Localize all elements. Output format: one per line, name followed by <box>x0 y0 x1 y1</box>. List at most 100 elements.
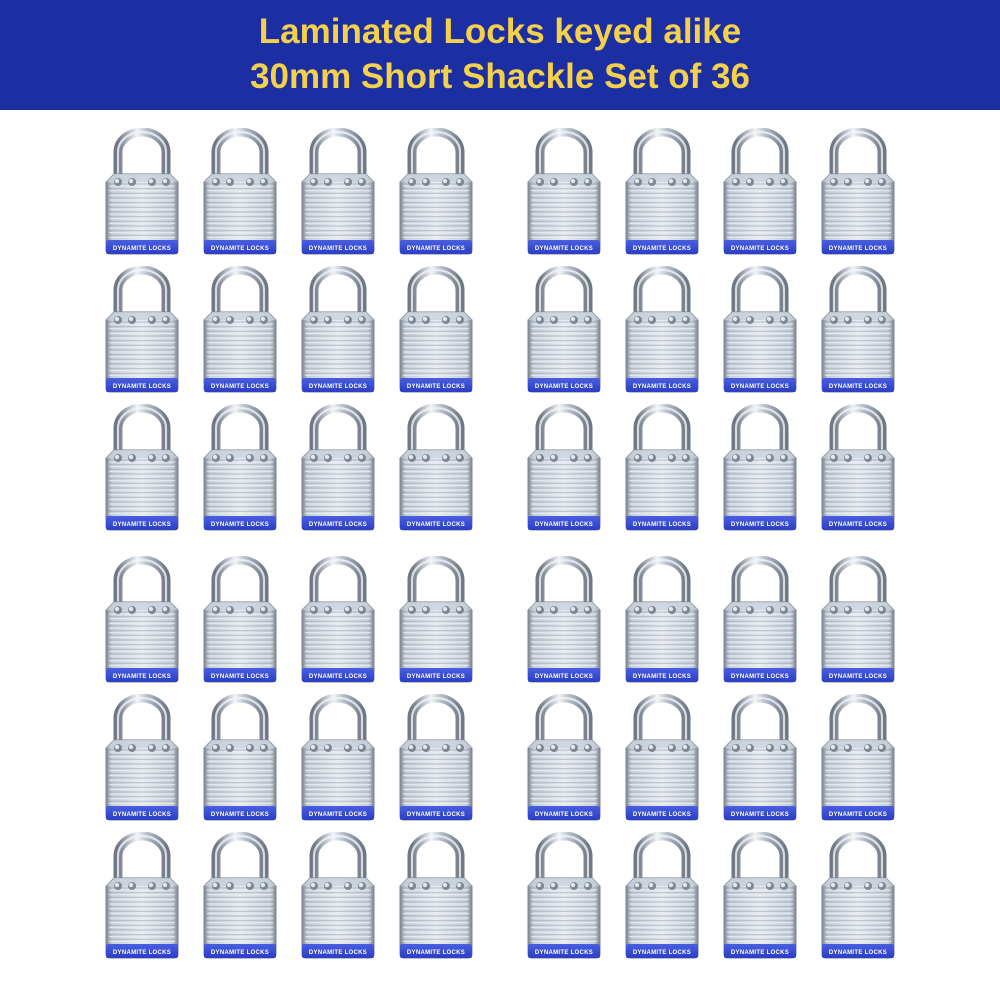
padlock-icon: DYNAMITE LOCKS <box>296 266 380 394</box>
svg-text:DYNAMITE LOCKS: DYNAMITE LOCKS <box>633 384 691 390</box>
padlock-icon: DYNAMITE LOCKS <box>718 832 802 960</box>
svg-text:DYNAMITE LOCKS: DYNAMITE LOCKS <box>309 674 367 680</box>
padlock-icon: DYNAMITE LOCKS <box>816 694 900 822</box>
padlock-icon: DYNAMITE LOCKS <box>296 128 380 256</box>
padlock-icon: DYNAMITE LOCKS <box>296 556 380 684</box>
svg-text:DYNAMITE LOCKS: DYNAMITE LOCKS <box>633 674 691 680</box>
svg-text:DYNAMITE LOCKS: DYNAMITE LOCKS <box>535 812 593 818</box>
svg-text:DYNAMITE LOCKS: DYNAMITE LOCKS <box>309 812 367 818</box>
padlock-icon: DYNAMITE LOCKS <box>522 128 606 256</box>
svg-text:DYNAMITE LOCKS: DYNAMITE LOCKS <box>309 384 367 390</box>
svg-text:DYNAMITE LOCKS: DYNAMITE LOCKS <box>113 246 171 252</box>
svg-text:DYNAMITE LOCKS: DYNAMITE LOCKS <box>731 950 789 956</box>
padlock-icon: DYNAMITE LOCKS <box>816 832 900 960</box>
padlock-icon: DYNAMITE LOCKS <box>620 128 704 256</box>
padlock-icon: DYNAMITE LOCKS <box>620 404 704 532</box>
svg-text:DYNAMITE LOCKS: DYNAMITE LOCKS <box>211 812 269 818</box>
lock-row: DYNAMITE LOCKS <box>100 832 900 960</box>
padlock-icon: DYNAMITE LOCKS <box>100 128 184 256</box>
padlock-icon: DYNAMITE LOCKS <box>522 266 606 394</box>
svg-text:DYNAMITE LOCKS: DYNAMITE LOCKS <box>829 246 887 252</box>
padlock-icon: DYNAMITE LOCKS <box>394 694 478 822</box>
padlock-icon: DYNAMITE LOCKS <box>522 832 606 960</box>
padlock-icon: DYNAMITE LOCKS <box>620 832 704 960</box>
padlock-icon: DYNAMITE LOCKS <box>100 694 184 822</box>
svg-text:DYNAMITE LOCKS: DYNAMITE LOCKS <box>633 812 691 818</box>
padlock-icon: DYNAMITE LOCKS <box>394 556 478 684</box>
title-banner: Laminated Locks keyed alike 30mm Short S… <box>0 0 1000 110</box>
svg-text:DYNAMITE LOCKS: DYNAMITE LOCKS <box>309 522 367 528</box>
padlock-icon: DYNAMITE LOCKS <box>100 404 184 532</box>
svg-text:DYNAMITE LOCKS: DYNAMITE LOCKS <box>211 674 269 680</box>
svg-text:DYNAMITE LOCKS: DYNAMITE LOCKS <box>535 674 593 680</box>
padlock-icon: DYNAMITE LOCKS <box>198 694 282 822</box>
title-line-2: 30mm Short Shackle Set of 36 <box>250 55 750 100</box>
lock-grid: DYNAMITE LOCKS <box>0 110 1000 960</box>
svg-text:DYNAMITE LOCKS: DYNAMITE LOCKS <box>731 246 789 252</box>
padlock-icon: DYNAMITE LOCKS <box>718 404 802 532</box>
lock-group: DYNAMITE LOCKS <box>100 556 900 960</box>
padlock-icon: DYNAMITE LOCKS <box>394 832 478 960</box>
padlock-icon: DYNAMITE LOCKS <box>522 404 606 532</box>
lock-row: DYNAMITE LOCKS <box>100 128 900 256</box>
padlock-icon: DYNAMITE LOCKS <box>620 556 704 684</box>
lock-group: DYNAMITE LOCKS <box>100 128 900 532</box>
svg-text:DYNAMITE LOCKS: DYNAMITE LOCKS <box>731 384 789 390</box>
svg-text:DYNAMITE LOCKS: DYNAMITE LOCKS <box>535 384 593 390</box>
svg-text:DYNAMITE LOCKS: DYNAMITE LOCKS <box>829 384 887 390</box>
padlock-icon: DYNAMITE LOCKS <box>522 694 606 822</box>
svg-text:DYNAMITE LOCKS: DYNAMITE LOCKS <box>407 812 465 818</box>
padlock-icon: DYNAMITE LOCKS <box>100 266 184 394</box>
padlock-icon: DYNAMITE LOCKS <box>394 404 478 532</box>
svg-text:DYNAMITE LOCKS: DYNAMITE LOCKS <box>407 384 465 390</box>
svg-text:DYNAMITE LOCKS: DYNAMITE LOCKS <box>535 522 593 528</box>
svg-text:DYNAMITE LOCKS: DYNAMITE LOCKS <box>829 674 887 680</box>
svg-text:DYNAMITE LOCKS: DYNAMITE LOCKS <box>535 950 593 956</box>
lock-row: DYNAMITE LOCKS <box>100 556 900 684</box>
padlock-icon: DYNAMITE LOCKS <box>620 266 704 394</box>
padlock-icon: DYNAMITE LOCKS <box>198 266 282 394</box>
padlock-icon: DYNAMITE LOCKS <box>718 128 802 256</box>
padlock-icon: DYNAMITE LOCKS <box>296 832 380 960</box>
svg-text:DYNAMITE LOCKS: DYNAMITE LOCKS <box>211 384 269 390</box>
title-line-1: Laminated Locks keyed alike <box>259 10 741 55</box>
padlock-icon: DYNAMITE LOCKS <box>718 266 802 394</box>
padlock-icon: DYNAMITE LOCKS <box>816 404 900 532</box>
svg-text:DYNAMITE LOCKS: DYNAMITE LOCKS <box>113 950 171 956</box>
padlock-icon: DYNAMITE LOCKS <box>198 404 282 532</box>
padlock-icon: DYNAMITE LOCKS <box>100 556 184 684</box>
padlock-icon: DYNAMITE LOCKS <box>100 832 184 960</box>
svg-text:DYNAMITE LOCKS: DYNAMITE LOCKS <box>731 812 789 818</box>
padlock-icon: DYNAMITE LOCKS <box>198 128 282 256</box>
padlock-icon: DYNAMITE LOCKS <box>394 128 478 256</box>
svg-text:DYNAMITE LOCKS: DYNAMITE LOCKS <box>113 522 171 528</box>
svg-text:DYNAMITE LOCKS: DYNAMITE LOCKS <box>407 950 465 956</box>
svg-text:DYNAMITE LOCKS: DYNAMITE LOCKS <box>309 246 367 252</box>
padlock-icon: DYNAMITE LOCKS <box>296 694 380 822</box>
svg-text:DYNAMITE LOCKS: DYNAMITE LOCKS <box>829 950 887 956</box>
padlock-icon: DYNAMITE LOCKS <box>816 266 900 394</box>
svg-text:DYNAMITE LOCKS: DYNAMITE LOCKS <box>211 246 269 252</box>
padlock-icon: DYNAMITE LOCKS <box>718 556 802 684</box>
padlock-icon: DYNAMITE LOCKS <box>816 556 900 684</box>
lock-row: DYNAMITE LOCKS <box>100 404 900 532</box>
svg-text:DYNAMITE LOCKS: DYNAMITE LOCKS <box>309 950 367 956</box>
padlock-icon: DYNAMITE LOCKS <box>816 128 900 256</box>
padlock-icon: DYNAMITE LOCKS <box>198 556 282 684</box>
lock-row: DYNAMITE LOCKS <box>100 694 900 822</box>
svg-text:DYNAMITE LOCKS: DYNAMITE LOCKS <box>633 246 691 252</box>
svg-text:DYNAMITE LOCKS: DYNAMITE LOCKS <box>113 812 171 818</box>
padlock-icon: DYNAMITE LOCKS <box>620 694 704 822</box>
svg-text:DYNAMITE LOCKS: DYNAMITE LOCKS <box>211 522 269 528</box>
svg-text:DYNAMITE LOCKS: DYNAMITE LOCKS <box>211 950 269 956</box>
svg-text:DYNAMITE LOCKS: DYNAMITE LOCKS <box>407 522 465 528</box>
svg-text:DYNAMITE LOCKS: DYNAMITE LOCKS <box>535 246 593 252</box>
svg-text:DYNAMITE LOCKS: DYNAMITE LOCKS <box>829 522 887 528</box>
svg-text:DYNAMITE LOCKS: DYNAMITE LOCKS <box>633 950 691 956</box>
svg-text:DYNAMITE LOCKS: DYNAMITE LOCKS <box>407 246 465 252</box>
padlock-icon: DYNAMITE LOCKS <box>522 556 606 684</box>
svg-text:DYNAMITE LOCKS: DYNAMITE LOCKS <box>829 812 887 818</box>
svg-text:DYNAMITE LOCKS: DYNAMITE LOCKS <box>731 522 789 528</box>
svg-text:DYNAMITE LOCKS: DYNAMITE LOCKS <box>407 674 465 680</box>
svg-text:DYNAMITE LOCKS: DYNAMITE LOCKS <box>731 674 789 680</box>
